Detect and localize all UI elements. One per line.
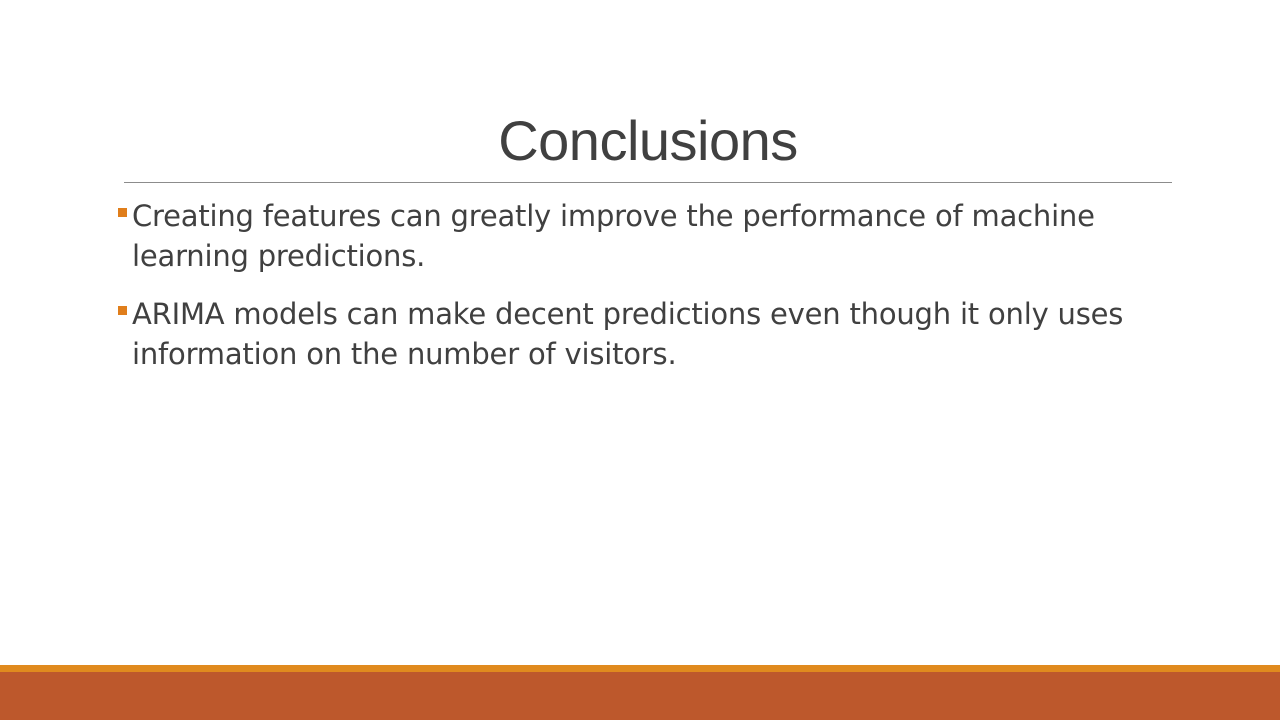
footer-band [0, 672, 1280, 720]
square-bullet-icon [118, 208, 127, 217]
slide-title: Conclusions [498, 109, 798, 172]
bullet-item: ARIMA models can make decent predictions… [118, 294, 1178, 374]
bullet-item: Creating features can greatly improve th… [118, 196, 1178, 276]
bullet-text: ARIMA models can make decent predictions… [132, 297, 1124, 371]
bullet-list: Creating features can greatly improve th… [118, 196, 1178, 392]
bullet-text: Creating features can greatly improve th… [132, 199, 1095, 273]
title-divider [124, 182, 1172, 183]
square-bullet-icon [118, 306, 127, 315]
footer-accent-stripe [0, 665, 1280, 672]
